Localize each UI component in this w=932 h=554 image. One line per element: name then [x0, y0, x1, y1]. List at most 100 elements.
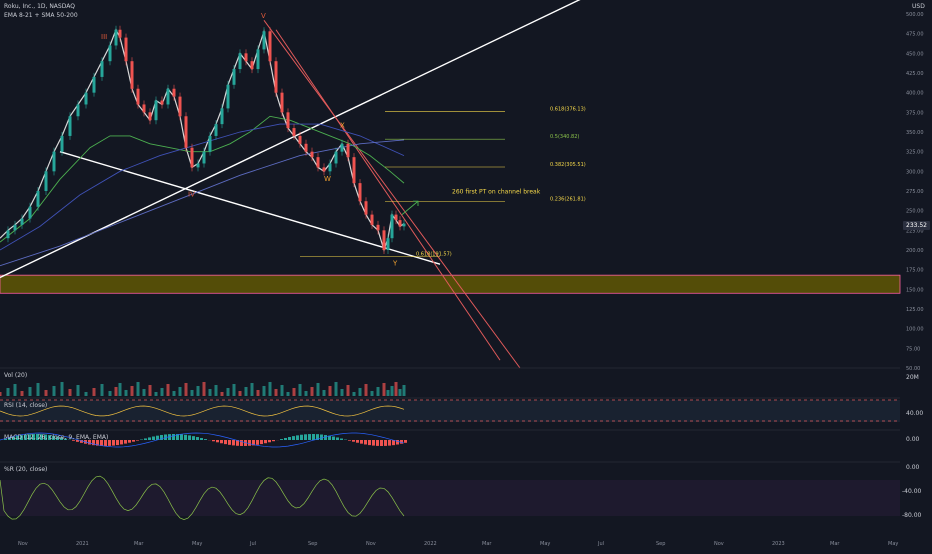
candle-body [299, 136, 302, 144]
volume-bar [109, 391, 112, 396]
candle-body [391, 215, 394, 239]
volume-bar [29, 387, 32, 396]
candle-body [61, 136, 64, 152]
macd-histogram-bar [232, 440, 235, 445]
candle-body [245, 53, 248, 61]
candle-body [239, 53, 242, 69]
macd-histogram-bar [228, 440, 231, 445]
candle-body [287, 112, 290, 128]
candle-body [7, 230, 10, 238]
volume-bar [197, 386, 200, 396]
y-tick-label: 250.00 [906, 209, 924, 215]
volume-bar [341, 389, 344, 396]
candle-body [203, 152, 206, 164]
wave-label-iii: III [101, 33, 107, 41]
macd-histogram-bar [128, 440, 131, 443]
wave-label-v: V [261, 12, 266, 20]
candle-body [323, 167, 326, 171]
volume-bar [137, 382, 140, 396]
macd-histogram-bar [368, 440, 371, 445]
macd-histogram-bar [192, 436, 195, 440]
candle-body [227, 85, 230, 109]
macd-tick: 0.00 [906, 436, 919, 443]
candle-body [293, 128, 296, 136]
candle-body [221, 108, 224, 124]
macd-histogram-bar [280, 439, 283, 440]
macd-histogram-bar [188, 435, 191, 440]
support-zone [0, 275, 900, 293]
volume-bar [149, 385, 152, 396]
macd-histogram-bar [348, 440, 351, 441]
macd-histogram-bar [116, 440, 119, 445]
candle-body [119, 30, 122, 38]
macd-histogram-bar [184, 435, 187, 440]
x-tick-label: Nov [714, 541, 724, 547]
candle-body [14, 225, 17, 231]
macd-histogram-bar [288, 437, 291, 440]
x-tick-label: Sep [308, 541, 317, 547]
volume-bar [251, 383, 254, 396]
macd-histogram-bar [284, 438, 287, 440]
last-price-tag: 233.52 [903, 221, 930, 230]
volume-bar [227, 388, 230, 396]
macd-histogram-bar [148, 437, 151, 440]
candle-body [131, 61, 134, 89]
macd-histogram-bar [384, 440, 387, 446]
macd-histogram-bar [108, 440, 111, 446]
macd-histogram-bar [388, 440, 391, 446]
x-tick-label: Nov [18, 541, 28, 547]
volume-bar [167, 384, 170, 396]
candle-body [209, 136, 212, 152]
volume-bar [77, 385, 80, 396]
x-tick-label: May [888, 541, 898, 547]
macd-histogram-bar [372, 440, 375, 446]
x-tick-label: 2023 [772, 541, 785, 547]
macd-histogram-bar [172, 434, 175, 440]
volume-bar [281, 385, 284, 396]
candle-body [173, 89, 176, 97]
y-tick-label: 325.00 [906, 150, 924, 156]
volume-bar [365, 384, 368, 396]
volume-bar [329, 386, 332, 396]
macd-histogram-bar [364, 440, 367, 444]
volume-bar [179, 387, 182, 396]
y-tick-label: 500.00 [906, 12, 924, 18]
candle-body [77, 104, 80, 116]
x-tick-label: Jul [249, 541, 256, 547]
candle-body [185, 116, 188, 147]
candle-body [149, 112, 152, 120]
y-tick-label: 300.00 [906, 169, 924, 175]
y-tick-label: 350.00 [906, 130, 924, 136]
volume-bar [377, 387, 380, 396]
macd-histogram-bar [308, 434, 311, 440]
candle-body [197, 163, 200, 167]
candle-body [341, 144, 344, 152]
volume-bar [239, 391, 242, 396]
candle-body [281, 93, 284, 113]
macd-histogram-bar [320, 434, 323, 440]
candle-body [387, 238, 390, 250]
candle-body [311, 152, 314, 158]
volume-bar [371, 391, 374, 396]
macd-histogram-bar [132, 440, 135, 442]
wr-tick-1: -40.00 [902, 488, 921, 495]
candle-body [395, 215, 398, 221]
macd-histogram-bar [256, 440, 259, 445]
volume-bar [347, 385, 350, 396]
candle-body [233, 69, 236, 85]
indicator-legend: EMA 8-21 + SMA 50-200 [4, 12, 78, 19]
candle-body [251, 61, 254, 69]
volume-bar [125, 390, 128, 396]
volume-bar [403, 385, 406, 396]
macd-histogram-bar [332, 437, 335, 440]
y-tick-label: 450.00 [906, 51, 924, 57]
candle-body [45, 171, 48, 191]
wave-label-y: Y [392, 260, 398, 268]
macd-histogram-bar [312, 434, 315, 440]
candle-body [101, 61, 104, 77]
macd-histogram-bar [300, 435, 303, 440]
volume-bar [275, 389, 278, 396]
candle-body [137, 89, 140, 105]
volume-scale-label: 20M [906, 374, 919, 381]
